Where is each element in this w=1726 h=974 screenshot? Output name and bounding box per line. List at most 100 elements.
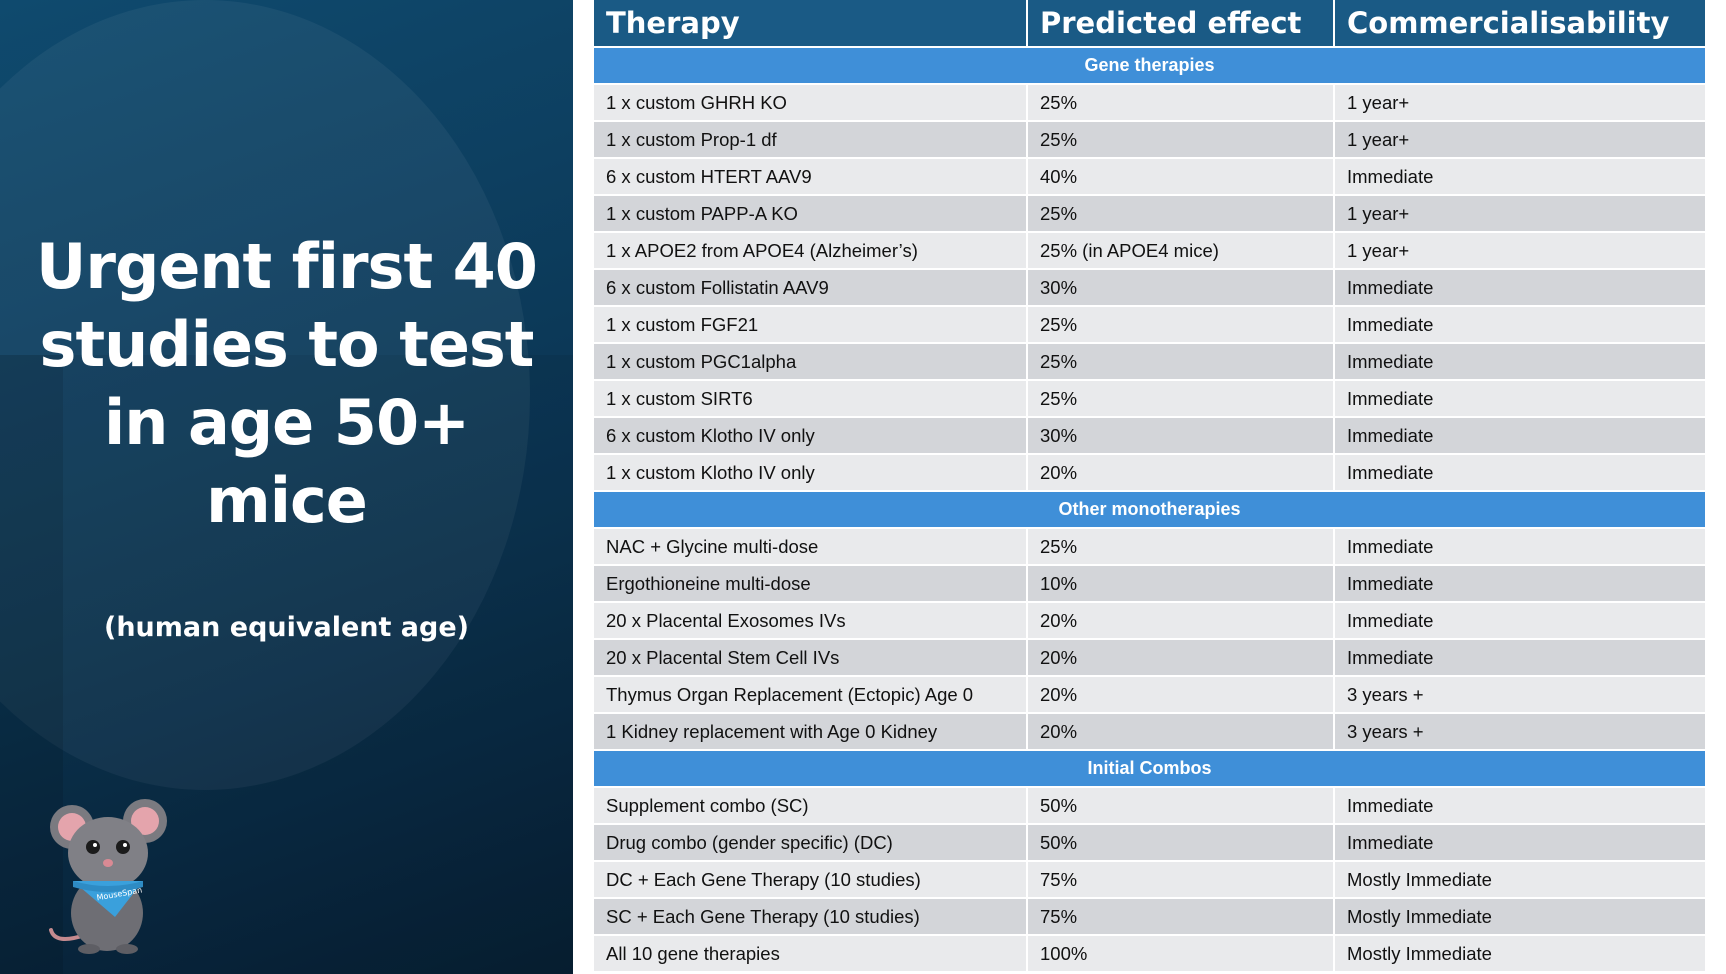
therapy-cell: NAC + Glycine multi-dose	[594, 528, 1028, 566]
slide-subtitle: (human equivalent age)	[104, 612, 469, 643]
therapy-cell: Ergothioneine multi-dose	[594, 565, 1028, 603]
table-row: DC + Each Gene Therapy (10 studies) 75% …	[594, 861, 1707, 899]
commercial-cell: Immediate	[1334, 343, 1707, 381]
table-row: 1 x custom GHRH KO 25% 1 year+	[594, 84, 1707, 122]
title-line: mice	[206, 464, 368, 537]
commercial-cell: Immediate	[1334, 565, 1707, 603]
table-row: 20 x Placental Stem Cell IVs 20% Immedia…	[594, 639, 1707, 677]
table-row: 1 x custom Klotho IV only 20% Immediate	[594, 454, 1707, 492]
commercial-cell: Immediate	[1334, 380, 1707, 418]
slide-title: Urgent first 40 studies to test in age 5…	[30, 228, 543, 540]
effect-cell: 25% (in APOE4 mice)	[1027, 232, 1335, 270]
effect-cell: 20%	[1027, 602, 1335, 640]
title-line: studies to test	[39, 308, 535, 381]
effect-cell: 100%	[1027, 935, 1335, 973]
commercial-cell: Immediate	[1334, 602, 1707, 640]
effect-cell: 20%	[1027, 639, 1335, 677]
table-row: Ergothioneine multi-dose 10% Immediate	[594, 565, 1707, 603]
therapy-cell: 6 x custom Follistatin AAV9	[594, 269, 1028, 307]
table-row: 1 x custom FGF21 25% Immediate	[594, 306, 1707, 344]
therapy-cell: Thymus Organ Replacement (Ectopic) Age 0	[594, 676, 1028, 714]
commercial-cell: Immediate	[1334, 528, 1707, 566]
commercial-cell: 1 year+	[1334, 232, 1707, 270]
commercial-cell: Immediate	[1334, 306, 1707, 344]
therapy-cell: 1 x custom PGC1alpha	[594, 343, 1028, 381]
commercial-cell: Immediate	[1334, 158, 1707, 196]
table-row: 6 x custom Klotho IV only 30% Immediate	[594, 417, 1707, 455]
therapy-cell: SC + Each Gene Therapy (10 studies)	[594, 898, 1028, 936]
therapy-cell: 20 x Placental Exosomes IVs	[594, 602, 1028, 640]
table-row: 1 x custom PGC1alpha 25% Immediate	[594, 343, 1707, 381]
section-title: Gene therapies	[594, 47, 1707, 85]
effect-cell: 25%	[1027, 528, 1335, 566]
therapy-cell: DC + Each Gene Therapy (10 studies)	[594, 861, 1028, 899]
therapy-cell: 6 x custom HTERT AAV9	[594, 158, 1028, 196]
effect-cell: 50%	[1027, 787, 1335, 825]
table-row: 1 Kidney replacement with Age 0 Kidney 2…	[594, 713, 1707, 751]
table-row: 6 x custom Follistatin AAV9 30% Immediat…	[594, 269, 1707, 307]
effect-cell: 10%	[1027, 565, 1335, 603]
title-line: Urgent first 40	[36, 230, 538, 303]
table-row: NAC + Glycine multi-dose 25% Immediate	[594, 528, 1707, 566]
table-row: 1 x custom PAPP-A KO 25% 1 year+	[594, 195, 1707, 233]
therapy-cell: 1 x custom FGF21	[594, 306, 1028, 344]
table-row: Thymus Organ Replacement (Ectopic) Age 0…	[594, 676, 1707, 714]
decorative-circle	[0, 0, 530, 790]
commercial-cell: Immediate	[1334, 824, 1707, 862]
commercial-cell: 1 year+	[1334, 121, 1707, 159]
section-row: Gene therapies	[594, 47, 1707, 85]
table-row: 1 x APOE2 from APOE4 (Alzheimer’s) 25% (…	[594, 232, 1707, 270]
commercial-cell: Immediate	[1334, 787, 1707, 825]
therapy-table: Therapy Predicted effect Commercialisabi…	[594, 0, 1707, 973]
therapy-cell: All 10 gene therapies	[594, 935, 1028, 973]
table-header-row: Therapy Predicted effect Commercialisabi…	[594, 0, 1707, 48]
header-predicted-effect: Predicted effect	[1027, 0, 1335, 48]
table-row: 6 x custom HTERT AAV9 40% Immediate	[594, 158, 1707, 196]
header-therapy: Therapy	[594, 0, 1028, 48]
therapy-cell: 1 x APOE2 from APOE4 (Alzheimer’s)	[594, 232, 1028, 270]
effect-cell: 20%	[1027, 454, 1335, 492]
commercial-cell: Mostly Immediate	[1334, 898, 1707, 936]
section-title: Other monotherapies	[594, 491, 1707, 529]
effect-cell: 75%	[1027, 861, 1335, 899]
commercial-cell: Immediate	[1334, 269, 1707, 307]
therapy-cell: 1 Kidney replacement with Age 0 Kidney	[594, 713, 1028, 751]
effect-cell: 25%	[1027, 306, 1335, 344]
commercial-cell: Mostly Immediate	[1334, 861, 1707, 899]
therapy-cell: 1 x custom SIRT6	[594, 380, 1028, 418]
therapy-table-container: Therapy Predicted effect Commercialisabi…	[594, 0, 1707, 973]
title-line: in age 50+	[103, 386, 470, 459]
commercial-cell: Immediate	[1334, 639, 1707, 677]
table-row: 20 x Placental Exosomes IVs 20% Immediat…	[594, 602, 1707, 640]
effect-cell: 20%	[1027, 676, 1335, 714]
commercial-cell: 1 year+	[1334, 84, 1707, 122]
table-row: SC + Each Gene Therapy (10 studies) 75% …	[594, 898, 1707, 936]
effect-cell: 40%	[1027, 158, 1335, 196]
table-row: Drug combo (gender specific) (DC) 50% Im…	[594, 824, 1707, 862]
therapy-cell: 1 x custom GHRH KO	[594, 84, 1028, 122]
commercial-cell: 1 year+	[1334, 195, 1707, 233]
therapy-cell: Drug combo (gender specific) (DC)	[594, 824, 1028, 862]
table-row: All 10 gene therapies 100% Mostly Immedi…	[594, 935, 1707, 973]
therapy-cell: Supplement combo (SC)	[594, 787, 1028, 825]
therapy-cell: 1 x custom PAPP-A KO	[594, 195, 1028, 233]
therapy-cell: 20 x Placental Stem Cell IVs	[594, 639, 1028, 677]
effect-cell: 75%	[1027, 898, 1335, 936]
commercial-cell: 3 years +	[1334, 713, 1707, 751]
left-panel: Urgent first 40 studies to test in age 5…	[0, 0, 573, 974]
commercial-cell: Mostly Immediate	[1334, 935, 1707, 973]
therapy-cell: 1 x custom Klotho IV only	[594, 454, 1028, 492]
effect-cell: 20%	[1027, 713, 1335, 751]
table-row: 1 x custom Prop-1 df 25% 1 year+	[594, 121, 1707, 159]
effect-cell: 25%	[1027, 121, 1335, 159]
commercial-cell: Immediate	[1334, 454, 1707, 492]
mouse-mascot-icon: MouseSpan	[49, 799, 167, 954]
therapy-cell: 1 x custom Prop-1 df	[594, 121, 1028, 159]
effect-cell: 30%	[1027, 269, 1335, 307]
therapy-cell: 6 x custom Klotho IV only	[594, 417, 1028, 455]
section-row: Other monotherapies	[594, 491, 1707, 529]
commercial-cell: 3 years +	[1334, 676, 1707, 714]
header-commercialisability: Commercialisability	[1334, 0, 1707, 48]
table-row: 1 x custom SIRT6 25% Immediate	[594, 380, 1707, 418]
section-title: Initial Combos	[594, 750, 1707, 788]
